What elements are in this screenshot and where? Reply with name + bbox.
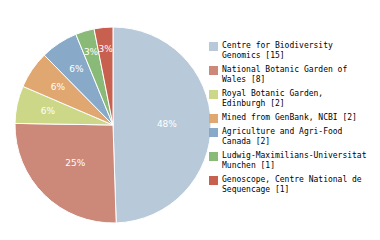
- svg-text:48%: 48%: [157, 119, 177, 129]
- svg-text:25%: 25%: [65, 158, 85, 168]
- html-text:Agriculture and Agri-Food: Agriculture and Agri-Food: [222, 127, 343, 136]
- html-text:Ludwig-Maximilians-Universitat: Ludwig-Maximilians-Universitat: [222, 151, 367, 160]
- html-text:National Botanic Garden of: National Botanic Garden of: [222, 65, 348, 74]
- svg-text:6%: 6%: [41, 106, 56, 116]
- html-text:Mined from GenBank, NCBI [2]: Mined from GenBank, NCBI [2]: [222, 113, 357, 122]
- svg-text:6%: 6%: [51, 82, 66, 92]
- html-text:Wales [8]: Wales [8]: [222, 75, 266, 84]
- svg-text:6%: 6%: [69, 64, 84, 74]
- svg-text:3%: 3%: [84, 47, 99, 57]
- html-text:Munchen [1]: Munchen [1]: [222, 161, 275, 170]
- svg-text:3%: 3%: [98, 44, 113, 54]
- html-text:Centre for Biodiversity: Centre for Biodiversity: [222, 41, 333, 50]
- html-text:Royal Botanic Garden,: Royal Botanic Garden,: [222, 89, 324, 98]
- html-text:Genomics [15]: Genomics [15]: [222, 51, 285, 60]
- html-text:Canada [2]: Canada [2]: [222, 137, 271, 146]
- html-text:Edinburgh [2]: Edinburgh [2]: [222, 99, 285, 108]
- html-text:Sequencage [1]: Sequencage [1]: [222, 185, 290, 194]
- html-text:Genoscope, Centre National de: Genoscope, Centre National de: [222, 175, 362, 184]
